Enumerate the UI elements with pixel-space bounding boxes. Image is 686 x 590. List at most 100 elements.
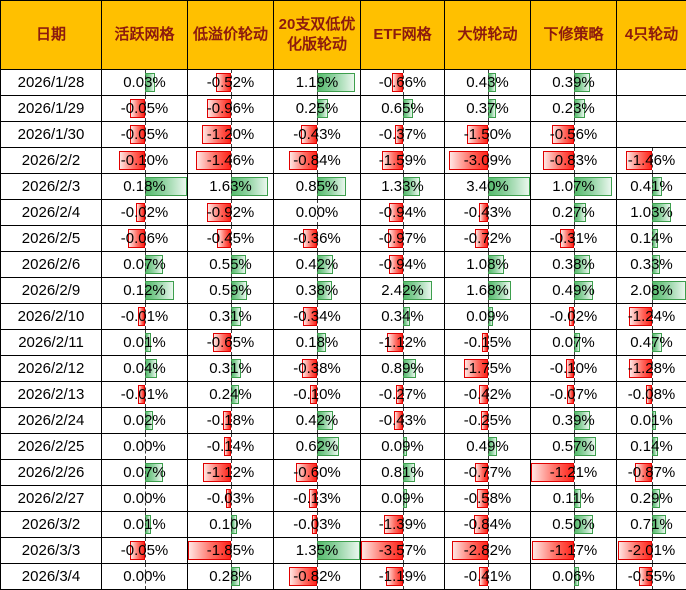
value-cell-etf-grid[interactable]: -0.37% xyxy=(361,122,445,148)
value-cell-big-pie[interactable]: 0.37% xyxy=(445,96,531,122)
value-cell-four-rotation[interactable]: -0.08% xyxy=(617,382,686,408)
value-cell-etf-grid[interactable]: 0.09% xyxy=(361,486,445,512)
value-cell-active-grid[interactable]: -0.01% xyxy=(102,382,188,408)
column-header-low-premium[interactable]: 低溢价轮动 xyxy=(188,1,274,70)
value-cell-active-grid[interactable]: -0.05% xyxy=(102,122,188,148)
value-cell-downward-rev[interactable]: -0.10% xyxy=(531,356,617,382)
value-cell-four-rotation[interactable]: 0.01% xyxy=(617,408,686,434)
value-cell-big-pie[interactable]: 0.09% xyxy=(445,304,531,330)
value-cell-double-low-20[interactable]: 0.85% xyxy=(274,174,361,200)
value-cell-big-pie[interactable]: 0.49% xyxy=(445,434,531,460)
date-cell[interactable]: 2026/2/4 xyxy=(1,200,102,226)
value-cell-low-premium[interactable]: -1.85% xyxy=(188,538,274,564)
value-cell-low-premium[interactable]: -0.52% xyxy=(188,70,274,96)
value-cell-downward-rev[interactable]: 0.23% xyxy=(531,96,617,122)
value-cell-double-low-20[interactable]: -0.10% xyxy=(274,382,361,408)
value-cell-low-premium[interactable]: -0.14% xyxy=(188,434,274,460)
date-cell[interactable]: 2026/2/25 xyxy=(1,434,102,460)
value-cell-downward-rev[interactable]: 0.39% xyxy=(531,70,617,96)
value-cell-double-low-20[interactable]: 0.00% xyxy=(274,200,361,226)
column-header-big-pie[interactable]: 大饼轮动 xyxy=(445,1,531,70)
value-cell-etf-grid[interactable]: 0.65% xyxy=(361,96,445,122)
value-cell-four-rotation[interactable]: -0.87% xyxy=(617,460,686,486)
value-cell-low-premium[interactable]: -0.03% xyxy=(188,486,274,512)
value-cell-double-low-20[interactable]: -0.34% xyxy=(274,304,361,330)
value-cell-downward-rev[interactable]: 0.57% xyxy=(531,434,617,460)
value-cell-double-low-20[interactable]: -0.03% xyxy=(274,512,361,538)
value-cell-low-premium[interactable]: 1.63% xyxy=(188,174,274,200)
value-cell-active-grid[interactable]: 0.04% xyxy=(102,356,188,382)
value-cell-double-low-20[interactable]: -0.43% xyxy=(274,122,361,148)
value-cell-active-grid[interactable]: -0.05% xyxy=(102,96,188,122)
value-cell-active-grid[interactable]: 0.00% xyxy=(102,434,188,460)
value-cell-downward-rev[interactable]: -1.17% xyxy=(531,538,617,564)
value-cell-etf-grid[interactable]: -0.27% xyxy=(361,382,445,408)
value-cell-low-premium[interactable]: -0.45% xyxy=(188,226,274,252)
value-cell-etf-grid[interactable]: -0.94% xyxy=(361,252,445,278)
value-cell-double-low-20[interactable]: 0.25% xyxy=(274,96,361,122)
value-cell-low-premium[interactable]: 0.31% xyxy=(188,304,274,330)
date-cell[interactable]: 2026/2/13 xyxy=(1,382,102,408)
column-header-downward-rev[interactable]: 下修策略 xyxy=(531,1,617,70)
value-cell-etf-grid[interactable]: -0.43% xyxy=(361,408,445,434)
value-cell-low-premium[interactable]: -0.96% xyxy=(188,96,274,122)
value-cell-etf-grid[interactable]: -1.39% xyxy=(361,512,445,538)
value-cell-etf-grid[interactable]: 2.42% xyxy=(361,278,445,304)
value-cell-active-grid[interactable]: -0.01% xyxy=(102,304,188,330)
value-cell-double-low-20[interactable]: 1.19% xyxy=(274,70,361,96)
value-cell-double-low-20[interactable]: 1.35% xyxy=(274,538,361,564)
value-cell-active-grid[interactable]: -0.05% xyxy=(102,538,188,564)
column-header-active-grid[interactable]: 活跃网格 xyxy=(102,1,188,70)
date-cell[interactable]: 2026/3/4 xyxy=(1,564,102,590)
date-cell[interactable]: 2026/2/12 xyxy=(1,356,102,382)
value-cell-downward-rev[interactable]: -0.02% xyxy=(531,304,617,330)
value-cell-big-pie[interactable]: -0.72% xyxy=(445,226,531,252)
value-cell-active-grid[interactable]: 0.01% xyxy=(102,512,188,538)
value-cell-downward-rev[interactable]: -0.31% xyxy=(531,226,617,252)
value-cell-double-low-20[interactable]: -0.13% xyxy=(274,486,361,512)
value-cell-four-rotation[interactable]: 1.03% xyxy=(617,200,686,226)
value-cell-big-pie[interactable]: 1.68% xyxy=(445,278,531,304)
value-cell-etf-grid[interactable]: -0.94% xyxy=(361,200,445,226)
value-cell-double-low-20[interactable]: -0.36% xyxy=(274,226,361,252)
value-cell-etf-grid[interactable]: -1.19% xyxy=(361,564,445,590)
date-cell[interactable]: 2026/1/29 xyxy=(1,96,102,122)
value-cell-big-pie[interactable]: 3.40% xyxy=(445,174,531,200)
value-cell-double-low-20[interactable]: 0.18% xyxy=(274,330,361,356)
value-cell-low-premium[interactable]: 0.59% xyxy=(188,278,274,304)
value-cell-active-grid[interactable]: 0.03% xyxy=(102,70,188,96)
date-cell[interactable]: 2026/1/28 xyxy=(1,70,102,96)
value-cell-four-rotation[interactable]: -1.46% xyxy=(617,148,686,174)
value-cell-low-premium[interactable]: -1.46% xyxy=(188,148,274,174)
value-cell-four-rotation[interactable] xyxy=(617,70,686,96)
value-cell-downward-rev[interactable]: -0.83% xyxy=(531,148,617,174)
value-cell-active-grid[interactable]: 0.01% xyxy=(102,330,188,356)
value-cell-etf-grid[interactable]: -0.97% xyxy=(361,226,445,252)
value-cell-four-rotation[interactable]: 0.29% xyxy=(617,486,686,512)
value-cell-four-rotation[interactable]: 0.14% xyxy=(617,226,686,252)
value-cell-downward-rev[interactable]: 1.07% xyxy=(531,174,617,200)
value-cell-etf-grid[interactable]: 0.81% xyxy=(361,460,445,486)
date-cell[interactable]: 2026/3/3 xyxy=(1,538,102,564)
date-cell[interactable]: 2026/2/26 xyxy=(1,460,102,486)
value-cell-four-rotation[interactable]: -1.28% xyxy=(617,356,686,382)
value-cell-big-pie[interactable]: -1.75% xyxy=(445,356,531,382)
value-cell-active-grid[interactable]: 0.00% xyxy=(102,564,188,590)
value-cell-etf-grid[interactable]: -3.57% xyxy=(361,538,445,564)
date-cell[interactable]: 2026/2/9 xyxy=(1,278,102,304)
value-cell-downward-rev[interactable]: 0.11% xyxy=(531,486,617,512)
value-cell-big-pie[interactable]: -0.84% xyxy=(445,512,531,538)
value-cell-etf-grid[interactable]: -0.66% xyxy=(361,70,445,96)
value-cell-double-low-20[interactable]: 0.42% xyxy=(274,408,361,434)
value-cell-downward-rev[interactable]: -0.56% xyxy=(531,122,617,148)
value-cell-big-pie[interactable]: -0.41% xyxy=(445,564,531,590)
value-cell-low-premium[interactable]: -0.65% xyxy=(188,330,274,356)
column-header-date[interactable]: 日期 xyxy=(1,1,102,70)
value-cell-four-rotation[interactable]: 0.71% xyxy=(617,512,686,538)
value-cell-downward-rev[interactable]: -0.07% xyxy=(531,382,617,408)
value-cell-downward-rev[interactable]: -1.21% xyxy=(531,460,617,486)
date-cell[interactable]: 2026/2/3 xyxy=(1,174,102,200)
value-cell-active-grid[interactable]: 0.12% xyxy=(102,278,188,304)
date-cell[interactable]: 2026/2/2 xyxy=(1,148,102,174)
column-header-etf-grid[interactable]: ETF网格 xyxy=(361,1,445,70)
